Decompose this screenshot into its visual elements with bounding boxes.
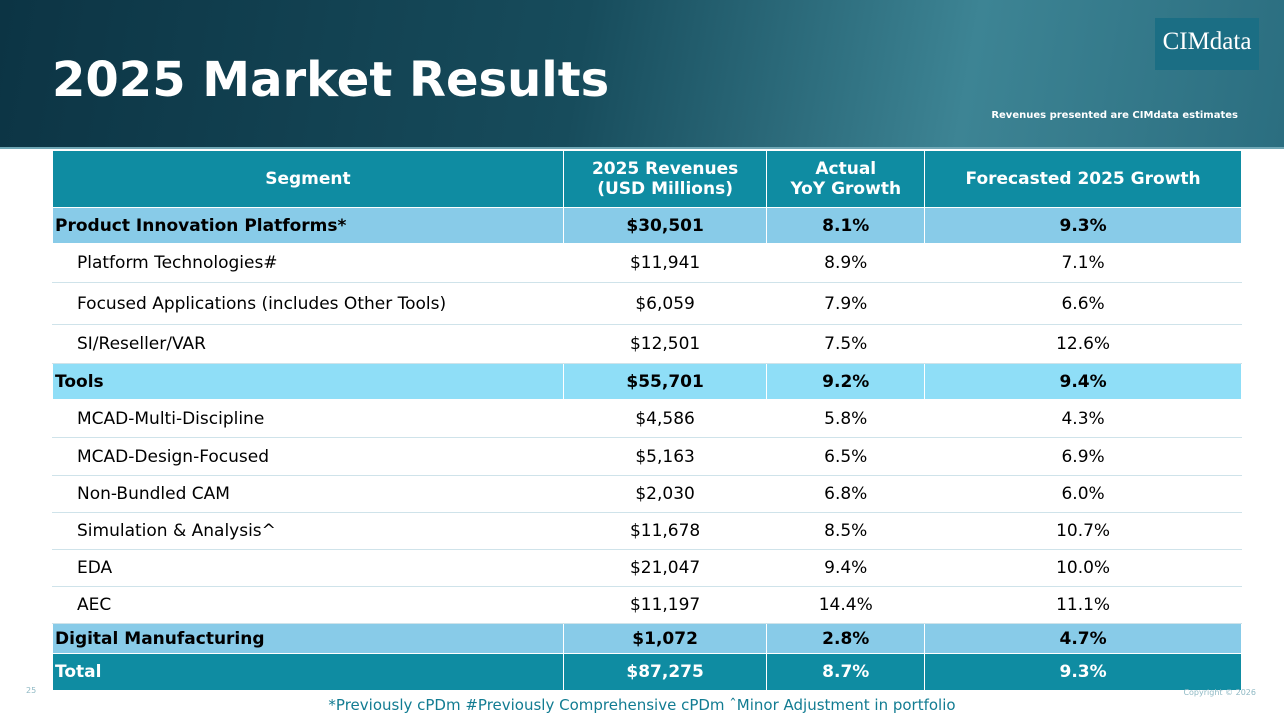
table-cell: $5,163 [562, 437, 768, 476]
title: 2025 Market Results [52, 52, 610, 108]
column-header: Segment [52, 150, 564, 208]
table-cell: 5.8% [766, 399, 926, 438]
table-cell: Total [52, 653, 564, 691]
table-cell: 9.3% [924, 207, 1242, 244]
table-cell: 6.5% [766, 437, 926, 476]
table-cell: MCAD-Design-Focused [52, 437, 564, 476]
column-header: Forecasted 2025 Growth [924, 150, 1242, 208]
table-cell: 14.4% [766, 586, 926, 624]
table-cell: 10.0% [924, 549, 1242, 587]
table-cell: 8.7% [766, 653, 926, 691]
table-cell: Focused Applications (includes Other Too… [52, 282, 564, 325]
table-cell: 2.8% [766, 623, 926, 654]
table-row: Non-Bundled CAM $2,030 6.8% 6.0% [52, 475, 1242, 513]
table-cell: 7.5% [766, 324, 926, 364]
header-band [0, 0, 1284, 149]
header-note: Revenues presented are CIMdata estimates [991, 110, 1238, 121]
copyright: Copyright © 2026 [1183, 688, 1256, 697]
table-cell: 11.1% [924, 586, 1242, 624]
column-header: 2025 Revenues (USD Millions) [562, 150, 768, 208]
results-table: Segment 2025 Revenues (USD Millions) Actua… [52, 150, 1242, 691]
table-cell: $21,047 [562, 549, 768, 587]
table-cell: 9.2% [766, 363, 926, 400]
logo: CIMdata [1155, 18, 1259, 70]
table-cell: 10.7% [924, 512, 1242, 550]
table-cell: 8.1% [766, 207, 926, 244]
table-cell: EDA [52, 549, 564, 587]
table-cell: $2,030 [562, 475, 768, 513]
table-row: EDA $21,047 9.4% 10.0% [52, 549, 1242, 587]
table-cell: Platform Technologies# [52, 243, 564, 283]
table-cell: Tools [52, 363, 564, 400]
table-row: Simulation & Analysis^ $11,678 8.5% 10.7% [52, 512, 1242, 550]
table-cell: 7.9% [766, 282, 926, 325]
table-cell: Digital Manufacturing [52, 623, 564, 654]
table-cell: $12,501 [562, 324, 768, 364]
table-cell: $6,059 [562, 282, 768, 325]
table-row: Focused Applications (includes Other Too… [52, 282, 1242, 325]
table-cell: 6.8% [766, 475, 926, 513]
table-cell: 9.4% [766, 549, 926, 587]
table-cell: MCAD-Multi-Discipline [52, 399, 564, 438]
table-cell: $55,701 [562, 363, 768, 400]
table-cell: Product Innovation Platforms* [52, 207, 564, 244]
table-cell: 4.3% [924, 399, 1242, 438]
table-row: Product Innovation Platforms* $30,501 8.1%… [52, 207, 1242, 244]
table-cell: 9.3% [924, 653, 1242, 691]
table-row: SI/Reseller/VAR $12,501 7.5% 12.6% [52, 324, 1242, 364]
table-cell: AEC [52, 586, 564, 624]
table-cell: $11,941 [562, 243, 768, 283]
table-cell: $4,586 [562, 399, 768, 438]
table-cell: Non-Bundled CAM [52, 475, 564, 513]
table-cell: 6.0% [924, 475, 1242, 513]
table-row: AEC $11,197 14.4% 11.1% [52, 586, 1242, 624]
table-cell: 6.6% [924, 282, 1242, 325]
table-row: Platform Technologies# $11,941 8.9% 7.1% [52, 243, 1242, 283]
table-row: Tools $55,701 9.2% 9.4% [52, 363, 1242, 400]
table-row: Digital Manufacturing $1,072 2.8% 4.7% [52, 623, 1242, 654]
column-header: Actual YoY Growth [766, 150, 926, 208]
table-row: MCAD-Multi-Discipline $4,586 5.8% 4.3% [52, 399, 1242, 438]
table-cell: 12.6% [924, 324, 1242, 364]
table-cell: $30,501 [562, 207, 768, 244]
table-cell: $87,275 [562, 653, 768, 691]
table-cell: $1,072 [562, 623, 768, 654]
table-cell: 8.9% [766, 243, 926, 283]
table-cell: 7.1% [924, 243, 1242, 283]
table-cell: $11,678 [562, 512, 768, 550]
table-row: MCAD-Design-Focused $5,163 6.5% 6.9% [52, 437, 1242, 476]
table-cell: 4.7% [924, 623, 1242, 654]
table-cell: Simulation & Analysis^ [52, 512, 564, 550]
table-cell: 9.4% [924, 363, 1242, 400]
table-cell: 6.9% [924, 437, 1242, 476]
footnote: *Previously cPDm #Previously Comprehensi… [328, 696, 956, 714]
table-row: Total $87,275 8.7% 9.3% [52, 653, 1242, 691]
header-row: Segment 2025 Revenues (USD Millions) Actua… [52, 150, 1242, 208]
table-cell: 8.5% [766, 512, 926, 550]
page-number: 25 [26, 686, 37, 695]
table-cell: $11,197 [562, 586, 768, 624]
table-cell: SI/Reseller/VAR [52, 324, 564, 364]
